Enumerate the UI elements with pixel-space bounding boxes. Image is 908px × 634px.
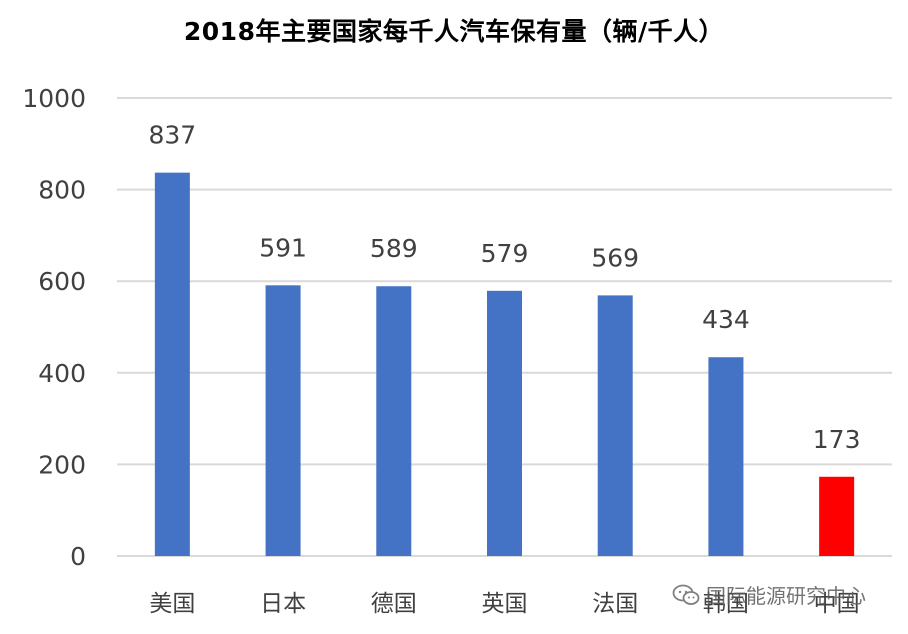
y-tick-label: 0 xyxy=(70,542,86,571)
data-label: 569 xyxy=(591,243,639,272)
x-tick-label: 德国 xyxy=(371,591,417,617)
x-tick-label: 英国 xyxy=(482,591,528,617)
y-tick-label: 200 xyxy=(38,450,86,479)
y-tick-label: 800 xyxy=(38,176,86,205)
watermark-text: 国际能源研究中心 xyxy=(706,584,866,608)
x-tick-label: 韩国 xyxy=(703,591,749,617)
bar xyxy=(597,295,633,556)
bar xyxy=(708,357,744,556)
bar xyxy=(154,172,190,557)
data-label: 579 xyxy=(481,239,529,268)
x-tick-label: 日本 xyxy=(260,591,306,617)
x-tick-label: 美国 xyxy=(149,591,195,617)
bar xyxy=(376,286,412,556)
y-tick-label: 600 xyxy=(38,267,86,296)
bar xyxy=(265,285,301,556)
wechat-icon xyxy=(672,584,700,605)
data-label: 589 xyxy=(370,234,418,263)
bar xyxy=(487,290,522,556)
y-tick-label: 1000 xyxy=(22,84,86,113)
watermark: 国际能源研究中心 xyxy=(672,580,866,609)
data-label: 591 xyxy=(259,233,307,262)
x-tick-label: 法国 xyxy=(592,591,638,617)
bar xyxy=(819,476,855,556)
data-label: 837 xyxy=(148,121,196,150)
data-label: 434 xyxy=(702,305,750,334)
x-tick-label: 中国 xyxy=(814,591,860,617)
chart-title: 2018年主要国家每千人汽车保有量（辆/千人） xyxy=(183,17,725,46)
data-label: 173 xyxy=(813,425,861,454)
y-tick-label: 400 xyxy=(38,359,86,388)
